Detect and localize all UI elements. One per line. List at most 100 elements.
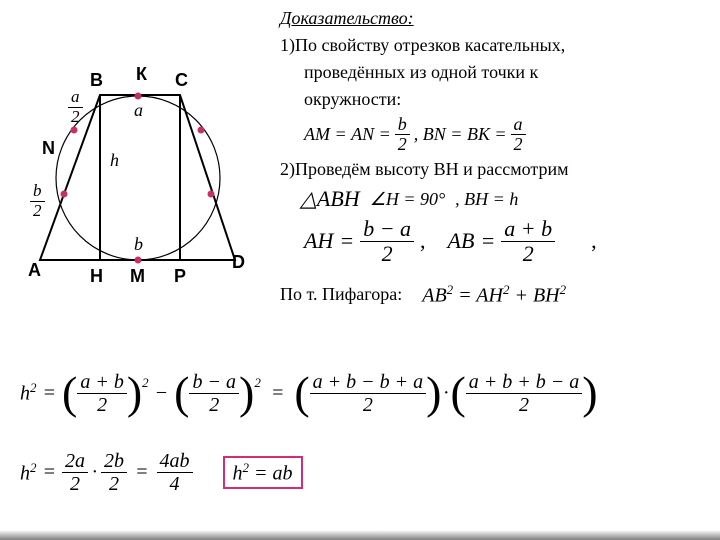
n: a + b xyxy=(77,371,127,394)
d: 2 xyxy=(101,473,127,495)
d: 2 xyxy=(501,242,555,266)
comma2: , xyxy=(561,226,597,257)
n: 2b xyxy=(101,450,127,473)
pyth-line: По т. Пифагора: AB2 = AH2 + BH2 xyxy=(280,281,705,310)
frac-b2-fig: b 2 xyxy=(30,182,45,220)
frac-ba2b: b − a 2 xyxy=(189,371,239,416)
shadow xyxy=(0,530,720,540)
label-n: N xyxy=(42,138,55,159)
n: b − a xyxy=(360,217,414,242)
d: 2 xyxy=(466,394,583,416)
n: a + b xyxy=(501,217,555,242)
rp1: ) xyxy=(127,370,142,416)
frac-ab2: a + b 2 xyxy=(501,217,555,266)
lp4: ( xyxy=(450,370,465,416)
frac-b2-num: b xyxy=(30,182,45,202)
frac-a2-num: a xyxy=(68,88,83,108)
dot-n xyxy=(71,127,78,134)
label-m: M xyxy=(130,266,145,287)
n: a xyxy=(511,115,526,136)
frac-4ab4: 4ab 4 xyxy=(157,450,193,495)
dot-left xyxy=(61,191,68,198)
label-b: В xyxy=(90,70,103,91)
ab: AB xyxy=(448,226,475,257)
equation-row-1: h2 = ( a + b 2 )2 − ( b − a 2 )2 = ( a +… xyxy=(20,370,598,416)
frac-ab2b: a + b 2 xyxy=(77,371,127,416)
n: b xyxy=(395,115,410,136)
label-a: А xyxy=(28,260,41,281)
n: b − a xyxy=(189,371,239,394)
frac-a2-den: 2 xyxy=(68,108,83,127)
eq: = xyxy=(37,382,63,405)
d: 2 xyxy=(360,242,414,266)
eq2: = xyxy=(261,382,295,405)
proof-text: Доказательство: 1)По свойству отрезков к… xyxy=(280,8,705,311)
d: 2 xyxy=(62,473,88,495)
frac-long1: a + b − b + a 2 xyxy=(310,371,427,416)
label-p: P xyxy=(174,266,186,287)
bh: , ВН = h xyxy=(455,187,518,212)
label-b-side: b xyxy=(134,234,143,255)
dot2: · xyxy=(88,461,101,484)
rp3: ) xyxy=(426,370,441,416)
result-box: h2 = ab xyxy=(223,456,303,490)
angle: ∠H = 90° xyxy=(370,187,445,212)
dot-right xyxy=(208,191,215,198)
h2b: h2 xyxy=(20,460,37,486)
dot-m xyxy=(135,257,142,264)
rp2: ) xyxy=(239,370,254,416)
eq2: = xyxy=(480,226,495,257)
d: 4 xyxy=(157,473,193,495)
frac-long2: a + b + b − a 2 xyxy=(466,371,583,416)
eq: = xyxy=(339,226,354,257)
d: 2 xyxy=(511,135,526,155)
dot-ck xyxy=(198,127,205,134)
rp4: ) xyxy=(582,370,597,416)
lp1: ( xyxy=(62,370,77,416)
frac-2b2: 2b 2 xyxy=(101,450,127,495)
geometry-figure: В С К А D N H M P a b h a 2 b 2 xyxy=(10,70,260,300)
n: a + b − b + a xyxy=(310,371,427,394)
eqb: = xyxy=(37,461,63,484)
frac-a2-fig: a 2 xyxy=(68,88,83,126)
dot1: · xyxy=(441,382,450,405)
tri: △АВН xyxy=(300,184,360,215)
d: 2 xyxy=(189,394,239,416)
step1-eq: АМ = АN = b 2 , BN = ВК = a 2 xyxy=(280,115,705,156)
lp2: ( xyxy=(174,370,189,416)
label-c: С xyxy=(175,70,188,91)
label-h: H xyxy=(90,266,103,287)
eqc: = xyxy=(127,461,157,484)
step1-line3: окружности: xyxy=(280,87,705,112)
label-h-height: h xyxy=(110,150,119,171)
frac-a2: a 2 xyxy=(511,115,526,156)
comma: , xyxy=(420,226,426,257)
pyth-label: По т. Пифагора: xyxy=(280,282,402,307)
proof-title: Доказательство: xyxy=(280,8,705,29)
n: 4ab xyxy=(157,450,193,473)
frac-ba2: b − a 2 xyxy=(360,217,414,266)
step2-line1: 2)Проведём высоту ВН и рассмотрим xyxy=(280,157,705,182)
eq1-mid: , BN = ВК = xyxy=(414,122,507,147)
step1-line1: 1)По свойству отрезков касательных, xyxy=(280,33,705,58)
dot-k xyxy=(135,93,142,100)
n: a + b + b − a xyxy=(466,371,583,394)
step2-line3: AH= b − a 2 , AB= a + b 2 , xyxy=(280,217,705,266)
step1-line2: проведённых из одной точки к xyxy=(280,60,705,85)
frac-b2-den: 2 xyxy=(30,202,45,221)
label-d: D xyxy=(232,252,245,273)
eq1-pre: АМ = АN = xyxy=(304,122,391,147)
lp3: ( xyxy=(294,370,309,416)
label-k: К xyxy=(136,64,147,85)
d: 2 xyxy=(310,394,427,416)
d: 2 xyxy=(395,135,410,155)
h2: h2 xyxy=(20,380,37,406)
pyth-eq: AB2 = AH2 + BH2 xyxy=(422,281,566,310)
minus: − xyxy=(149,382,175,405)
d: 2 xyxy=(77,394,127,416)
frac-2a2: 2a 2 xyxy=(62,450,88,495)
equation-row-2: h2 = 2a 2 · 2b 2 = 4ab 4 h2 = ab xyxy=(20,450,303,495)
n: 2a xyxy=(62,450,88,473)
ah: AH xyxy=(304,226,333,257)
step2-line2: △АВН ∠H = 90° , ВН = h xyxy=(280,184,705,215)
